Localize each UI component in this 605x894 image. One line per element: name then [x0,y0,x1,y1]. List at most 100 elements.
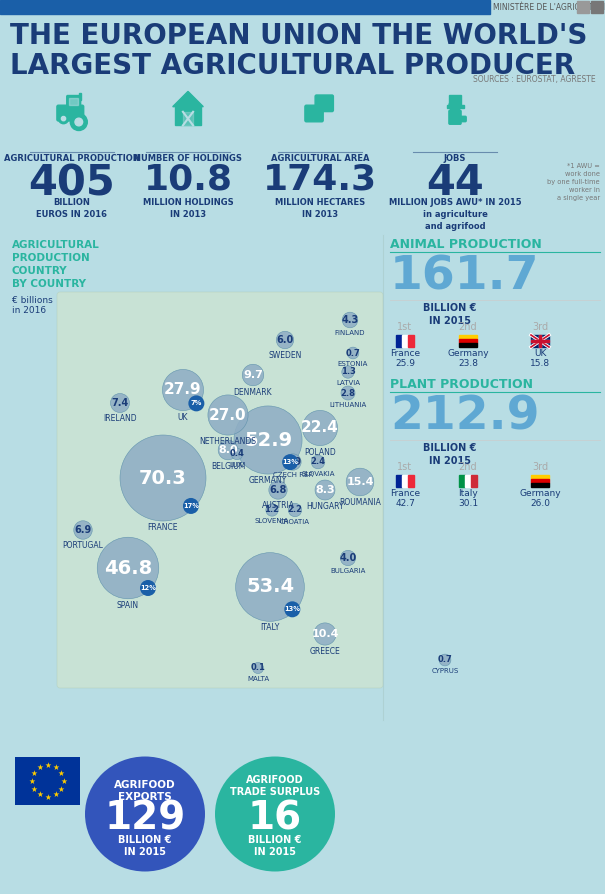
Text: MINISTÈRE DE L'AGRICULTURE ET DE L'ALIMENTATION: MINISTÈRE DE L'AGRICULTURE ET DE L'ALIME… [493,3,605,12]
Text: IRELAND: IRELAND [103,415,137,424]
Circle shape [61,116,65,121]
Bar [15,757,80,805]
Circle shape [282,454,298,470]
Text: 15.4: 15.4 [346,477,374,487]
Text: 6.9: 6.9 [74,525,91,535]
Text: 9.7: 9.7 [243,370,263,380]
Circle shape [289,503,302,517]
Circle shape [284,602,300,618]
Text: 2.4: 2.4 [310,458,325,467]
Text: MALTA: MALTA [247,676,269,681]
Text: FINLAND: FINLAND [335,330,365,336]
Text: 12%: 12% [140,585,156,591]
Text: HUNGARY: HUNGARY [306,502,344,511]
Text: LITHUANIA: LITHUANIA [329,402,367,408]
Bar [531,341,549,342]
Text: UK: UK [178,412,188,422]
Text: POLAND: POLAND [304,448,336,457]
Bar [531,340,549,342]
Text: JOBS: JOBS [444,154,466,163]
Circle shape [346,468,374,496]
Ellipse shape [215,756,335,872]
Bar [70,98,78,105]
Circle shape [183,498,199,514]
Bar [459,339,477,343]
Circle shape [97,537,159,599]
Text: MILLION JOBS AWU* IN 2015
in agriculture
and agrifood: MILLION JOBS AWU* IN 2015 in agriculture… [388,198,522,231]
Text: 13%: 13% [284,606,300,612]
Circle shape [188,395,204,411]
Text: ★: ★ [58,769,65,778]
Text: 161.7: 161.7 [390,255,540,300]
Text: 0.7: 0.7 [437,655,453,664]
Bar [396,475,402,487]
Text: BILLION €
IN 2015: BILLION € IN 2015 [119,835,172,857]
Text: GREECE: GREECE [310,647,341,656]
Text: AGRIFOOD
EXPORTS: AGRIFOOD EXPORTS [114,780,176,803]
Circle shape [231,448,243,460]
Text: 2.2: 2.2 [287,505,302,515]
Bar [402,475,408,487]
Circle shape [162,369,203,410]
Text: ESTONIA: ESTONIA [338,361,368,367]
Circle shape [111,393,129,412]
Bar [79,93,81,100]
FancyBboxPatch shape [449,110,461,124]
Text: ★: ★ [36,790,43,799]
Text: LATVIA: LATVIA [336,380,360,386]
Circle shape [315,480,335,500]
Text: 46.8: 46.8 [104,559,152,578]
Text: 30.1: 30.1 [458,499,478,508]
Bar [402,335,408,347]
Text: ★: ★ [36,763,43,772]
Text: MILLION HECTARES
IN 2013: MILLION HECTARES IN 2013 [275,198,365,219]
Text: DENMARK: DENMARK [234,388,272,397]
Bar [396,335,402,347]
Text: 10.8: 10.8 [143,162,232,196]
Text: 129: 129 [105,799,186,837]
Text: AGRICULTURAL: AGRICULTURAL [12,240,100,250]
Text: GERMANY: GERMANY [249,477,287,485]
Text: 70.3: 70.3 [139,468,187,487]
Text: SOURCES : EUROSTAT, AGRESTE: SOURCES : EUROSTAT, AGRESTE [473,75,596,84]
Text: 1.3: 1.3 [341,367,356,376]
Circle shape [311,455,325,468]
Text: 27.0: 27.0 [209,408,247,423]
Text: NETHERLANDS: NETHERLANDS [200,437,257,446]
Text: ★: ★ [30,785,37,794]
Text: ★: ★ [52,763,59,772]
Text: 1.2: 1.2 [264,505,280,515]
Circle shape [341,386,355,400]
Text: 2nd: 2nd [459,462,477,472]
Circle shape [285,454,301,470]
Text: ANIMAL PRODUCTION: ANIMAL PRODUCTION [390,238,541,251]
Circle shape [120,435,206,521]
Text: CROATIA: CROATIA [280,519,310,525]
Text: 8.0: 8.0 [218,445,238,455]
Circle shape [236,552,304,621]
Text: 15.8: 15.8 [530,359,550,368]
Text: BILLION €
IN 2015: BILLION € IN 2015 [424,443,477,466]
Text: 8.3: 8.3 [315,485,335,495]
FancyBboxPatch shape [305,105,323,122]
Text: 23.8: 23.8 [458,359,478,368]
Text: 0.1: 0.1 [250,663,266,672]
Text: BILLION
EUROS IN 2016: BILLION EUROS IN 2016 [36,198,108,219]
Text: 42.7: 42.7 [395,499,415,508]
FancyBboxPatch shape [459,116,466,122]
Bar [175,106,201,125]
Text: 17%: 17% [183,503,199,509]
Bar [183,112,193,125]
Bar [408,335,414,347]
Text: PRODUCTION: PRODUCTION [12,253,90,263]
Bar [0,0,490,14]
Circle shape [70,114,87,131]
Bar [531,479,549,483]
Text: SLOVAKIA: SLOVAKIA [301,471,335,477]
Text: France: France [390,349,420,358]
Text: ITALY: ITALY [260,623,280,632]
Text: 4.0: 4.0 [339,553,356,563]
Text: 13%: 13% [282,460,298,465]
Circle shape [449,99,461,112]
Circle shape [74,521,92,539]
